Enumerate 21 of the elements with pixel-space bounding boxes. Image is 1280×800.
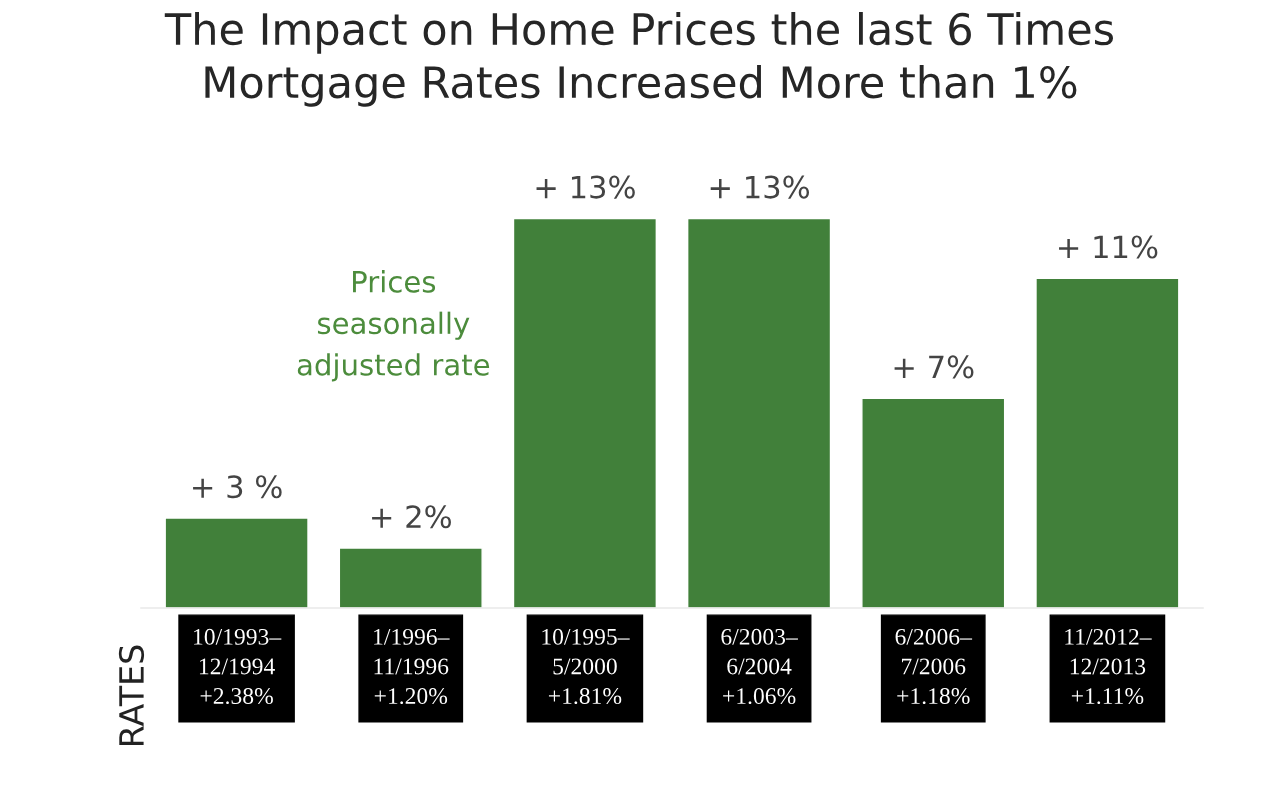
x-tick-label: 6/2006– 7/2006 +1.18% <box>895 628 973 705</box>
text: RATES <box>118 645 145 746</box>
bar <box>1035 277 1180 608</box>
bar <box>861 397 1006 608</box>
bar <box>686 217 832 608</box>
data-label: + 3 % <box>193 475 282 499</box>
data-label: + 13% <box>710 175 810 199</box>
annotation: Prices seasonally adjusted rate <box>297 270 490 382</box>
x-tick-label: 10/1995– 5/2000 +1.81% <box>542 628 630 705</box>
x-tick-label: 10/1993– 12/1994 +2.38% <box>194 628 282 705</box>
data-label: + 13% <box>536 175 635 199</box>
bar <box>512 217 658 608</box>
bar <box>338 547 483 608</box>
x-tick-label: 6/2003– 6/2004 +1.06% <box>721 628 798 705</box>
chart-title: The Impact on Home Prices the last 6 Times Mortgage Rates Increased More than 1% <box>164 12 1114 107</box>
bar <box>164 517 309 608</box>
data-label: + 11% <box>1059 235 1158 259</box>
x-tick-label: 11/2012– 12/2013 +1.11% <box>1065 628 1152 705</box>
data-label: + 2% <box>372 505 451 529</box>
data-label: + 7% <box>894 355 974 379</box>
x-tick-label: 1/1996– 11/1996 +1.20% <box>374 628 450 705</box>
